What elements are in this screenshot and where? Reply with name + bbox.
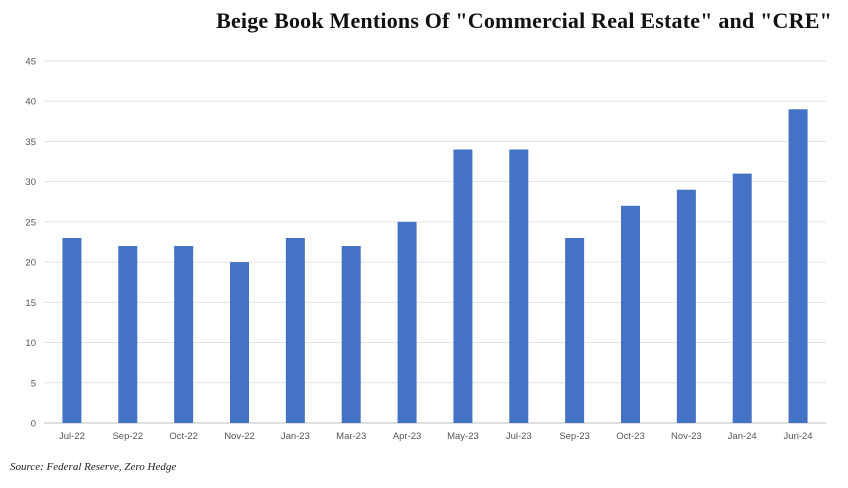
- x-axis-tick-labels: Jul-22 Sep-22 Oct-22 Nov-22 Jan-23 Mar-23 Apr-…: [59, 431, 813, 442]
- gridlines: [44, 60, 826, 424]
- x-tick-label: Oct-22: [169, 431, 198, 442]
- bar-mar-23: [341, 246, 361, 423]
- y-tick-label: 20: [25, 258, 36, 269]
- x-tick-label: Nov-22: [224, 431, 255, 442]
- bar-jan-23: [285, 237, 305, 423]
- x-tick-label: Oct-23: [616, 431, 645, 442]
- y-tick-label: 30: [25, 177, 36, 188]
- bar-oct-22: [174, 246, 194, 423]
- y-tick-label: 15: [25, 298, 36, 309]
- y-tick-label: 40: [25, 97, 36, 108]
- bar-apr-23: [397, 221, 417, 423]
- x-tick-label: Jan-24: [728, 431, 757, 442]
- bar-sep-22: [118, 246, 138, 423]
- x-tick-label: Mar-23: [336, 431, 366, 442]
- bar-nov-23: [676, 189, 696, 423]
- x-tick-label: Sep-22: [112, 431, 143, 442]
- bar-sep-23: [565, 237, 585, 423]
- bar-may-23: [453, 149, 473, 423]
- y-tick-label: 0: [31, 419, 36, 430]
- y-tick-label: 35: [25, 137, 36, 148]
- x-tick-label: Jul-23: [506, 431, 532, 442]
- bar-jul-23: [509, 149, 529, 423]
- x-tick-label: Jan-23: [281, 431, 310, 442]
- bar-oct-23: [621, 205, 640, 423]
- source-note: Source: Federal Reserve, Zero Hedge: [10, 461, 177, 473]
- y-axis-tick-labels: 0 5 10 15 20 25 30 35 40 45: [25, 57, 36, 430]
- bar-nov-22: [230, 262, 249, 423]
- bars: [62, 109, 808, 424]
- bar-jan-24: [732, 173, 752, 423]
- x-tick-label: Nov-23: [671, 431, 702, 442]
- bar-jul-22: [62, 237, 82, 423]
- x-tick-label: Sep-23: [559, 431, 590, 442]
- x-tick-label: Jun-24: [784, 431, 813, 442]
- x-tick-label: Jul-22: [59, 431, 85, 442]
- y-tick-label: 10: [25, 338, 36, 349]
- y-tick-label: 45: [25, 57, 36, 68]
- chart-title: Beige Book Mentions Of "Commercial Real …: [216, 8, 832, 33]
- x-tick-label: May-23: [447, 431, 479, 442]
- bar-jun-24: [788, 109, 808, 424]
- x-tick-label: Apr-23: [393, 431, 422, 442]
- y-tick-label: 5: [31, 378, 36, 389]
- y-tick-label: 25: [25, 217, 36, 228]
